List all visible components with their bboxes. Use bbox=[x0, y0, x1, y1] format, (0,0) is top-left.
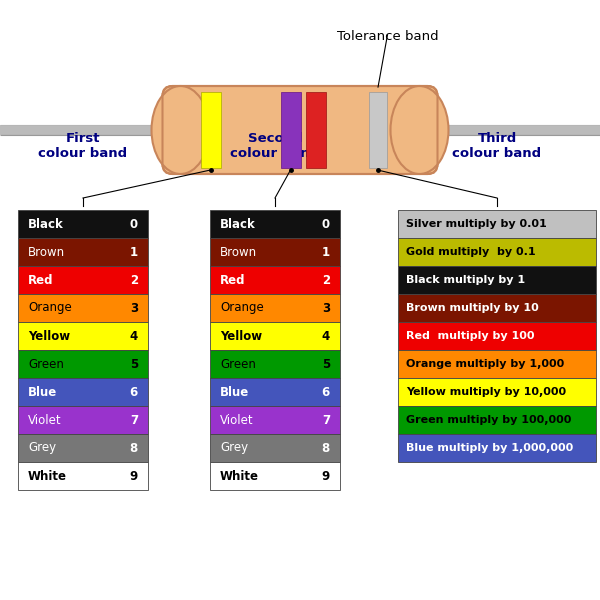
Text: 1: 1 bbox=[322, 245, 330, 259]
Text: Red: Red bbox=[220, 274, 245, 286]
Ellipse shape bbox=[151, 86, 209, 174]
Text: 5: 5 bbox=[130, 358, 138, 370]
Text: Green multiply by 100,000: Green multiply by 100,000 bbox=[406, 415, 571, 425]
Text: 7: 7 bbox=[322, 413, 330, 427]
Bar bbox=[210, 294, 340, 322]
Bar bbox=[210, 266, 340, 294]
FancyBboxPatch shape bbox=[163, 86, 437, 174]
Text: Green: Green bbox=[220, 358, 256, 370]
Bar bbox=[398, 266, 596, 294]
Text: Yellow: Yellow bbox=[28, 329, 70, 343]
Text: Orange: Orange bbox=[220, 301, 264, 314]
Bar bbox=[18, 350, 148, 378]
Ellipse shape bbox=[391, 86, 449, 174]
Bar bbox=[210, 238, 340, 266]
Bar bbox=[18, 434, 148, 462]
Text: Black: Black bbox=[220, 217, 256, 230]
Text: 0: 0 bbox=[322, 217, 330, 230]
Bar bbox=[210, 406, 340, 434]
Bar bbox=[210, 210, 340, 238]
Text: White: White bbox=[28, 469, 67, 482]
Text: 0: 0 bbox=[130, 217, 138, 230]
Text: Blue: Blue bbox=[220, 385, 249, 398]
Bar bbox=[210, 350, 340, 378]
Text: Blue multiply by 1,000,000: Blue multiply by 1,000,000 bbox=[406, 443, 573, 453]
Bar bbox=[18, 294, 148, 322]
Text: Grey: Grey bbox=[28, 442, 56, 455]
Bar bbox=[18, 462, 148, 490]
Text: Green: Green bbox=[28, 358, 64, 370]
Text: Brown: Brown bbox=[220, 245, 257, 259]
Text: Red: Red bbox=[28, 274, 53, 286]
Text: Yellow multiply by 10,000: Yellow multiply by 10,000 bbox=[406, 387, 566, 397]
Text: Red  multiply by 100: Red multiply by 100 bbox=[406, 331, 535, 341]
Text: Gold multiply  by 0.1: Gold multiply by 0.1 bbox=[406, 247, 536, 257]
Text: Orange: Orange bbox=[28, 301, 72, 314]
Bar bbox=[18, 266, 148, 294]
Bar bbox=[398, 406, 596, 434]
Text: Yellow: Yellow bbox=[220, 329, 262, 343]
Text: Grey: Grey bbox=[220, 442, 248, 455]
Text: 2: 2 bbox=[322, 274, 330, 286]
Text: 3: 3 bbox=[130, 301, 138, 314]
Text: White: White bbox=[220, 469, 259, 482]
Text: 5: 5 bbox=[322, 358, 330, 370]
Text: Blue: Blue bbox=[28, 385, 57, 398]
Text: Second
colour band: Second colour band bbox=[230, 132, 320, 160]
Text: Violet: Violet bbox=[220, 413, 254, 427]
Text: First
colour band: First colour band bbox=[38, 132, 128, 160]
Text: 4: 4 bbox=[130, 329, 138, 343]
Bar bbox=[368, 92, 386, 168]
Bar bbox=[398, 294, 596, 322]
Text: 4: 4 bbox=[322, 329, 330, 343]
Text: Tolerance band: Tolerance band bbox=[337, 30, 439, 43]
Text: 9: 9 bbox=[322, 469, 330, 482]
Text: Third
colour band: Third colour band bbox=[452, 132, 542, 160]
Bar bbox=[398, 434, 596, 462]
Bar bbox=[398, 378, 596, 406]
Bar bbox=[18, 378, 148, 406]
Bar bbox=[398, 350, 596, 378]
Text: Violet: Violet bbox=[28, 413, 62, 427]
Text: 7: 7 bbox=[130, 413, 138, 427]
Text: 9: 9 bbox=[130, 469, 138, 482]
Text: Brown multiply by 10: Brown multiply by 10 bbox=[406, 303, 539, 313]
Text: 8: 8 bbox=[130, 442, 138, 455]
Bar bbox=[398, 238, 596, 266]
Bar bbox=[200, 92, 221, 168]
Bar bbox=[18, 406, 148, 434]
Text: Black: Black bbox=[28, 217, 64, 230]
Bar bbox=[210, 434, 340, 462]
Bar bbox=[18, 210, 148, 238]
Bar bbox=[210, 378, 340, 406]
Bar bbox=[18, 322, 148, 350]
Bar bbox=[210, 322, 340, 350]
Bar bbox=[210, 462, 340, 490]
Text: 8: 8 bbox=[322, 442, 330, 455]
Text: 3: 3 bbox=[322, 301, 330, 314]
Text: 6: 6 bbox=[322, 385, 330, 398]
Text: 1: 1 bbox=[130, 245, 138, 259]
Bar bbox=[305, 92, 325, 168]
Text: Black multiply by 1: Black multiply by 1 bbox=[406, 275, 525, 285]
Text: Orange multiply by 1,000: Orange multiply by 1,000 bbox=[406, 359, 564, 369]
Text: Silver multiply by 0.01: Silver multiply by 0.01 bbox=[406, 219, 547, 229]
Bar bbox=[398, 210, 596, 238]
Bar bbox=[398, 322, 596, 350]
Text: 2: 2 bbox=[130, 274, 138, 286]
Bar bbox=[18, 238, 148, 266]
Text: 6: 6 bbox=[130, 385, 138, 398]
Text: Brown: Brown bbox=[28, 245, 65, 259]
Bar bbox=[281, 92, 301, 168]
